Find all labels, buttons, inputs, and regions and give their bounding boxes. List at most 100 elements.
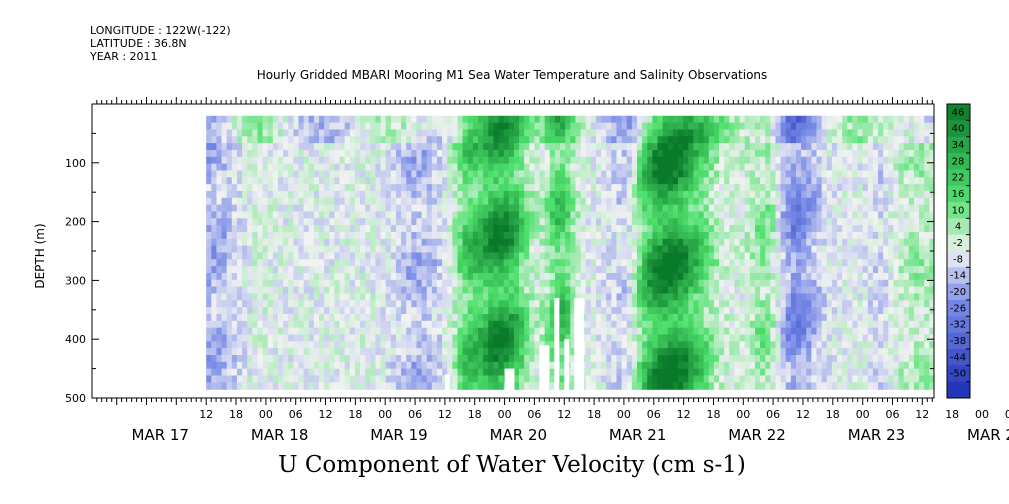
heatmap-cell [667, 313, 674, 322]
heatmap-cell [452, 272, 459, 281]
heatmap-cell [642, 327, 648, 336]
heatmap-cell [698, 218, 705, 226]
heatmap-cell [806, 156, 812, 165]
heatmap-cell [760, 204, 766, 213]
heatmap-cell [242, 197, 248, 206]
heatmap-cell [780, 190, 787, 199]
heatmap-cell [303, 197, 310, 206]
heatmap-cell [642, 272, 648, 281]
heatmap-cell [334, 143, 341, 151]
heatmap-cell [349, 197, 356, 206]
heatmap-cell [365, 156, 371, 165]
heatmap-cell [637, 156, 643, 165]
heatmap-cell [303, 259, 310, 267]
heatmap-cell [693, 129, 700, 137]
heatmap-cell [339, 177, 346, 185]
heatmap-cell [744, 375, 751, 383]
year-label: YEAR : 2011 [90, 50, 158, 63]
heatmap-cell [549, 279, 556, 288]
heatmap-cell [426, 143, 433, 151]
heatmap-cell [647, 225, 653, 233]
heatmap-cell [221, 136, 228, 144]
heatmap-cell [242, 143, 248, 151]
heatmap-cell [247, 348, 253, 356]
heatmap-cell [729, 252, 736, 260]
heatmap-cell [775, 259, 782, 267]
heatmap-cell [698, 197, 705, 206]
heatmap-cell [231, 115, 238, 124]
heatmap-cell [749, 300, 756, 308]
heatmap-cell [467, 149, 474, 158]
heatmap-cell [529, 368, 536, 377]
heatmap-cell [770, 307, 777, 315]
heatmap-cell [780, 122, 787, 131]
heatmap-cell [724, 341, 730, 349]
heatmap-cell [360, 136, 366, 144]
heatmap-cell [462, 293, 469, 301]
heatmap-cell [760, 259, 766, 267]
heatmap-cell [811, 266, 818, 274]
heatmap-cell [590, 375, 597, 383]
heatmap-cell [411, 266, 418, 274]
heatmap-cell [472, 122, 479, 131]
heatmap-cell [821, 320, 828, 329]
heatmap-cell [534, 320, 541, 329]
heatmap-cell [380, 334, 387, 342]
heatmap-cell [334, 149, 341, 158]
heatmap-cell [647, 293, 653, 301]
heatmap-cell [647, 245, 653, 254]
heatmap-cell [472, 382, 479, 390]
heatmap-cell [498, 238, 505, 247]
heatmap-cell [411, 184, 418, 192]
heatmap-cell [590, 136, 597, 144]
heatmap-cell [385, 300, 392, 308]
heatmap-cell [216, 307, 223, 315]
heatmap-cell [334, 307, 341, 315]
heatmap-cell [508, 115, 515, 124]
heatmap-cell [272, 122, 279, 131]
heatmap-cell [462, 156, 469, 165]
heatmap-cell [236, 252, 243, 260]
heatmap-cell [580, 156, 587, 165]
heatmap-cell [416, 313, 423, 322]
heatmap-cell [621, 341, 628, 349]
heatmap-cell [678, 197, 684, 206]
heatmap-cell [816, 375, 823, 383]
heatmap-cell [283, 293, 289, 301]
heatmap-cell [401, 266, 407, 274]
heatmap-cell [637, 184, 643, 192]
heatmap-cell [708, 382, 715, 390]
heatmap-cell [262, 327, 269, 336]
heatmap-cell [436, 375, 443, 383]
heatmap-cell [826, 197, 833, 206]
heatmap-cell [698, 184, 705, 192]
heatmap-cell [595, 136, 602, 144]
heatmap-cell [365, 341, 371, 349]
heatmap-cell [621, 368, 628, 377]
heatmap-cell [344, 286, 351, 295]
heatmap-cell [267, 211, 274, 219]
heatmap-cell [277, 156, 284, 165]
heatmap-cell [503, 341, 510, 349]
heatmap-cell [236, 211, 243, 219]
heatmap-cell [729, 259, 736, 267]
heatmap-cell [431, 184, 438, 192]
heatmap-cell [806, 136, 812, 144]
heatmap-cell [724, 300, 730, 308]
heatmap-cell [390, 129, 397, 137]
heatmap-cell [560, 252, 566, 260]
heatmap-cell [313, 177, 320, 185]
heatmap-cell [478, 204, 484, 213]
heatmap-cell [272, 218, 279, 226]
heatmap-cell [724, 143, 730, 151]
heatmap-cell [754, 129, 761, 137]
heatmap-cell [760, 327, 766, 336]
heatmap-cell [488, 218, 494, 226]
heatmap-cell [560, 355, 566, 363]
heatmap-cell [401, 375, 407, 383]
heatmap-cell [242, 272, 248, 281]
heatmap-cell [344, 225, 351, 233]
heatmap-cell [698, 245, 705, 254]
heatmap-cell [303, 313, 310, 322]
heatmap-cell [683, 382, 689, 390]
